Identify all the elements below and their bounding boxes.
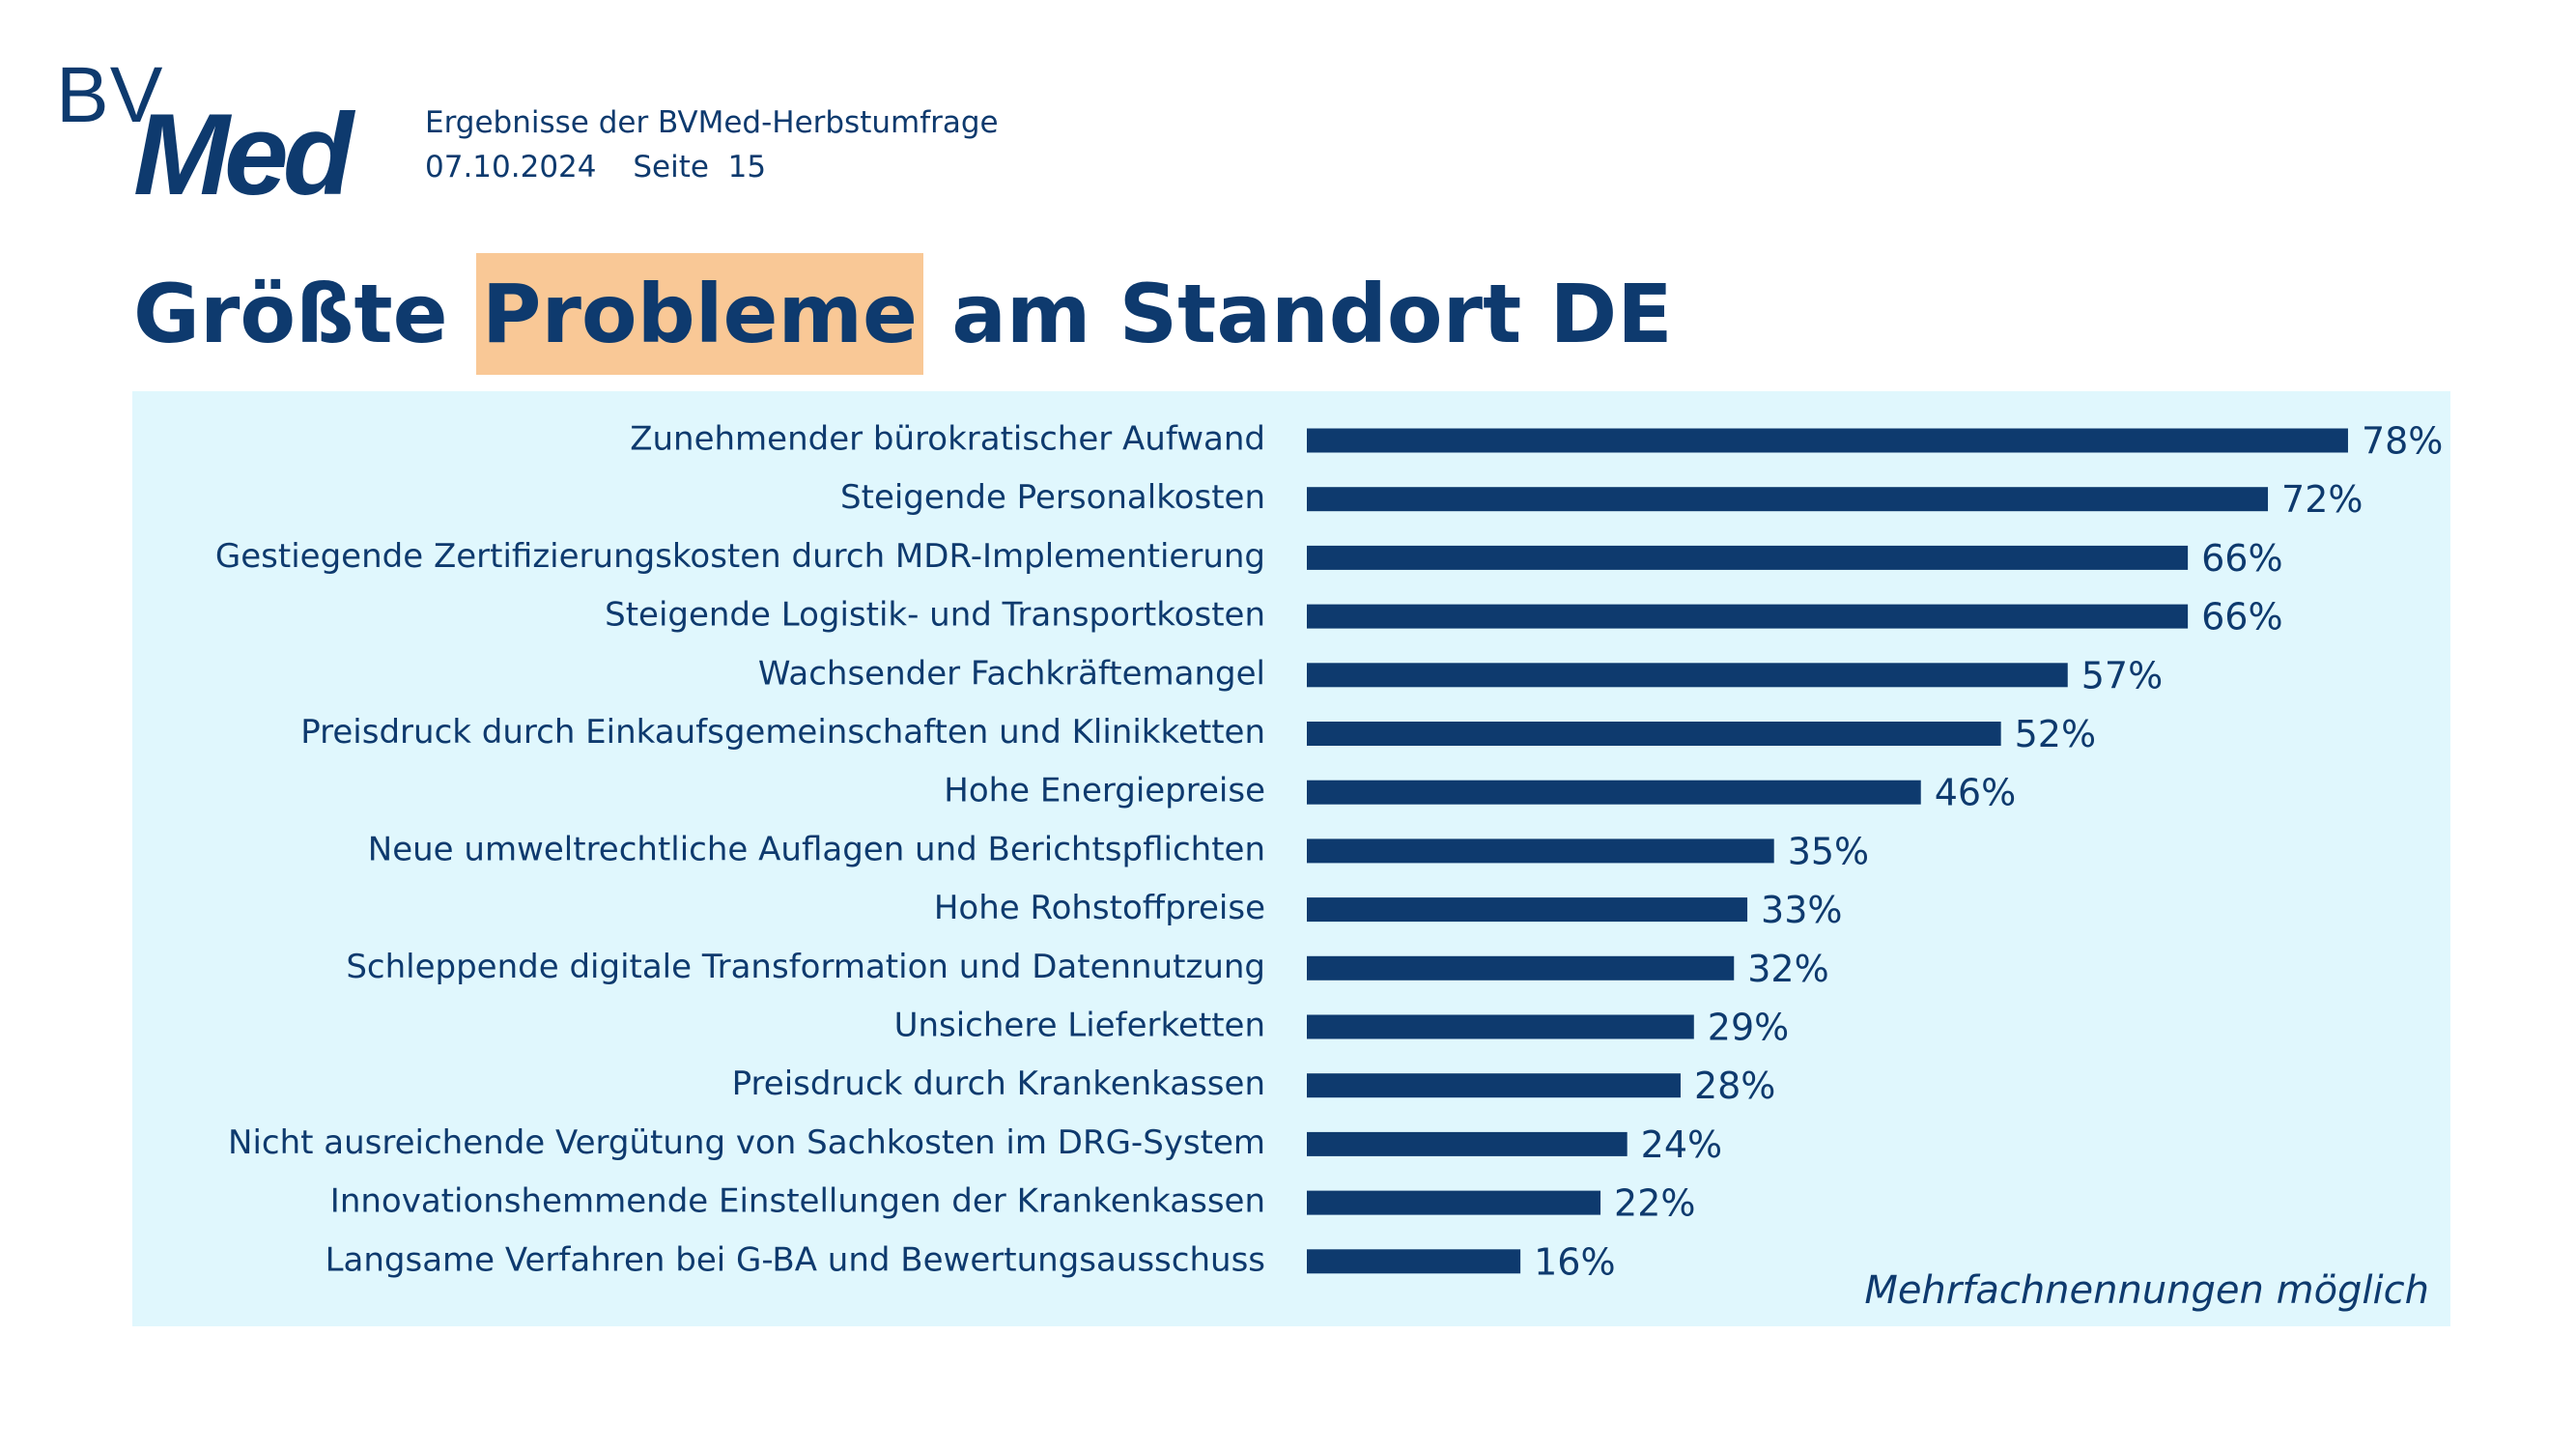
category-label: Langsame Verfahren bei G-BA und Bewertun… (326, 1240, 1265, 1279)
value-label: 22% (1614, 1182, 1695, 1225)
header-meta: 07.10.2024 Seite 15 (425, 145, 999, 189)
category-label: Innovationshemmende Einstellungen der Kr… (330, 1182, 1265, 1221)
value-label: 32% (1747, 948, 1828, 990)
category-label: Zunehmender bürokratischer Aufwand (630, 420, 1265, 459)
page-title: Größte Probleme am Standort DE (133, 253, 1673, 375)
category-label: Preisdruck durch Krankenkassen (732, 1065, 1265, 1103)
logo-bv: BV (56, 51, 164, 139)
value-label: 57% (2081, 654, 2163, 696)
category-label: Nicht ausreichende Vergütung von Sachkos… (228, 1123, 1265, 1162)
bar (1307, 1249, 1521, 1274)
category-label: Wachsender Fachkräftemangel (758, 654, 1265, 693)
category-label: Hohe Energiepreise (944, 772, 1265, 810)
value-label: 72% (2281, 478, 2363, 521)
value-label: 35% (1788, 830, 1869, 872)
bar (1307, 1190, 1601, 1215)
title-before: Größte (133, 267, 476, 361)
category-label: Schleppende digitale Transformation und … (346, 948, 1265, 986)
bar (1307, 1073, 1681, 1098)
value-label: 66% (2201, 596, 2282, 639)
bar (1307, 897, 1748, 923)
bar (1307, 604, 2189, 629)
bar (1307, 780, 1921, 805)
value-label: 46% (1935, 772, 2016, 814)
bar (1307, 1014, 1694, 1039)
value-label: 24% (1641, 1123, 1722, 1166)
category-label: Steigende Logistik- und Transportkosten (605, 596, 1265, 635)
category-label: Neue umweltrechtliche Auflagen und Beric… (368, 830, 1265, 868)
category-label: Hohe Rohstoffpreise (934, 889, 1265, 927)
title-after: am Standort DE (922, 267, 1673, 361)
value-label: 52% (2015, 713, 2096, 755)
title-highlight: Probleme (475, 253, 923, 375)
chart-panel: Zunehmender bürokratischer Aufwand 78% Ste… (132, 391, 2450, 1326)
category-label: Preisdruck durch Einkaufsgemeinschaften … (300, 713, 1265, 752)
bar (1307, 428, 2348, 453)
bar (1307, 487, 2269, 512)
value-label: 78% (2362, 420, 2443, 463)
header-date: 07.10.2024 (425, 150, 597, 185)
value-label: 28% (1694, 1065, 1775, 1107)
header-page: Seite 15 (633, 150, 767, 185)
category-label: Gestiegende Zertifizierungskosten durch … (215, 537, 1265, 576)
category-label: Unsichere Lieferketten (894, 1007, 1265, 1045)
logo-med: Med (133, 90, 354, 219)
bar-chart: Zunehmender bürokratischer Aufwand 78% Ste… (215, 420, 2444, 1284)
footnote: Mehrfachnennungen möglich (1864, 1268, 2429, 1313)
bvmed-logo: BV Med (56, 51, 384, 213)
value-label: 16% (1534, 1240, 1615, 1283)
header-info: Ergebnisse der BVMed-Herbstumfrage 07.10… (425, 100, 999, 189)
bar (1307, 955, 1735, 980)
survey-subtitle: Ergebnisse der BVMed-Herbstumfrage (425, 105, 999, 140)
bar (1307, 663, 2068, 688)
bar (1307, 545, 2189, 570)
bar (1307, 1131, 1628, 1156)
bar (1307, 838, 1774, 864)
value-label: 29% (1708, 1007, 1789, 1049)
bar (1307, 722, 2001, 746)
value-label: 66% (2201, 537, 2282, 580)
category-label: Steigende Personalkosten (840, 478, 1265, 517)
value-label: 33% (1761, 889, 1842, 931)
